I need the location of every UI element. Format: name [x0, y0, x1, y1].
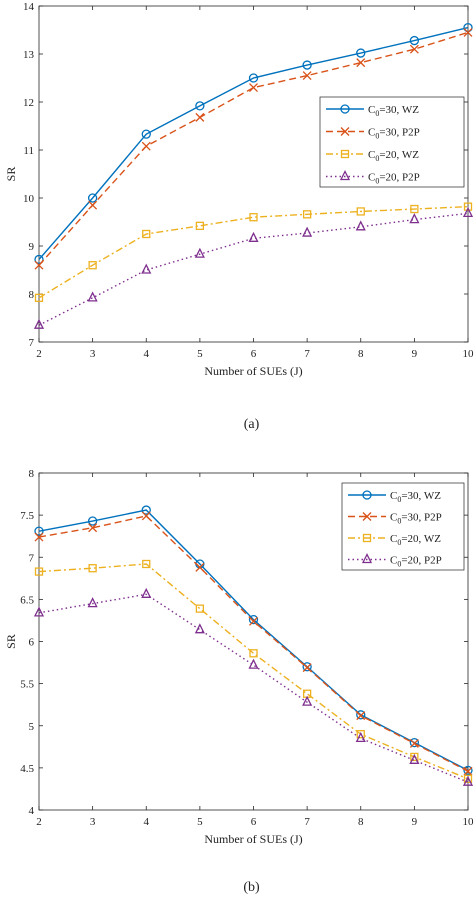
- a-x-tick-label: 4: [144, 348, 150, 360]
- a-x-tick-label: 6: [251, 348, 257, 360]
- a-x-tick-label: 10: [463, 348, 474, 360]
- b-caption: (b): [243, 880, 260, 895]
- a-x-tick-label: 9: [412, 348, 418, 360]
- a-y-tick-label: 9: [29, 241, 35, 253]
- b-x-tick-label: 5: [197, 816, 203, 828]
- a-y-tick-label: 14: [23, 1, 35, 13]
- chart-a: 2 3 4 5 6 7 8 9 10 7 8 9 10 11 12 13 14 Number of SUEs (J…: [4, 1, 474, 432]
- a-x-tick-label: 3: [90, 348, 96, 360]
- b-y-tick-label: 4.5: [20, 763, 34, 775]
- a-y-tick-label: 11: [23, 145, 34, 157]
- a-x-tick-label: 8: [358, 348, 364, 360]
- a-y-tick-label: 13: [23, 49, 35, 61]
- b-x-tick-label: 10: [463, 816, 474, 828]
- a-x-axis-label: Number of SUEs (J): [204, 364, 302, 378]
- b-x-tick-label: 4: [144, 816, 150, 828]
- a-x-tick-label: 7: [304, 348, 310, 360]
- a-caption: (a): [244, 417, 260, 432]
- b-y-tick-label: 4: [29, 805, 35, 817]
- b-x-tick-label: 6: [251, 816, 257, 828]
- b-y-tick-label: 6: [29, 637, 35, 649]
- b-x-tick-label: 8: [358, 816, 364, 828]
- b-x-tick-label: 2: [36, 816, 42, 828]
- b-y-tick-label: 5.5: [20, 679, 34, 691]
- b-y-tick-label: 7: [29, 552, 35, 564]
- b-y-tick-label: 5: [29, 721, 35, 733]
- b-y-axis-label: SR: [4, 634, 18, 649]
- b-x-tick-label: 3: [90, 816, 96, 828]
- b-x-axis-label: Number of SUEs (J): [204, 832, 302, 846]
- a-y-tick-label: 10: [23, 193, 35, 205]
- a-y-tick-label: 8: [29, 289, 35, 301]
- a-y-tick-label: 7: [29, 337, 35, 349]
- a-y-tick-label: 12: [23, 97, 34, 109]
- b-y-tick-label: 6.5: [20, 594, 34, 606]
- a-x-tick-label: 2: [36, 348, 42, 360]
- a-x-tick-label: 5: [197, 348, 203, 360]
- b-y-tick-label: 8: [29, 468, 35, 480]
- b-x-tick-label: 9: [412, 816, 418, 828]
- chart-b: 2 3 4 5 6 7 8 9 10 4 4.5 5 5.5 6 6.5 7 7.5 8 Number of SUE…: [4, 468, 474, 895]
- b-x-tick-label: 7: [304, 816, 310, 828]
- a-y-axis-label: SR: [4, 167, 18, 182]
- b-y-tick-label: 7.5: [20, 510, 34, 522]
